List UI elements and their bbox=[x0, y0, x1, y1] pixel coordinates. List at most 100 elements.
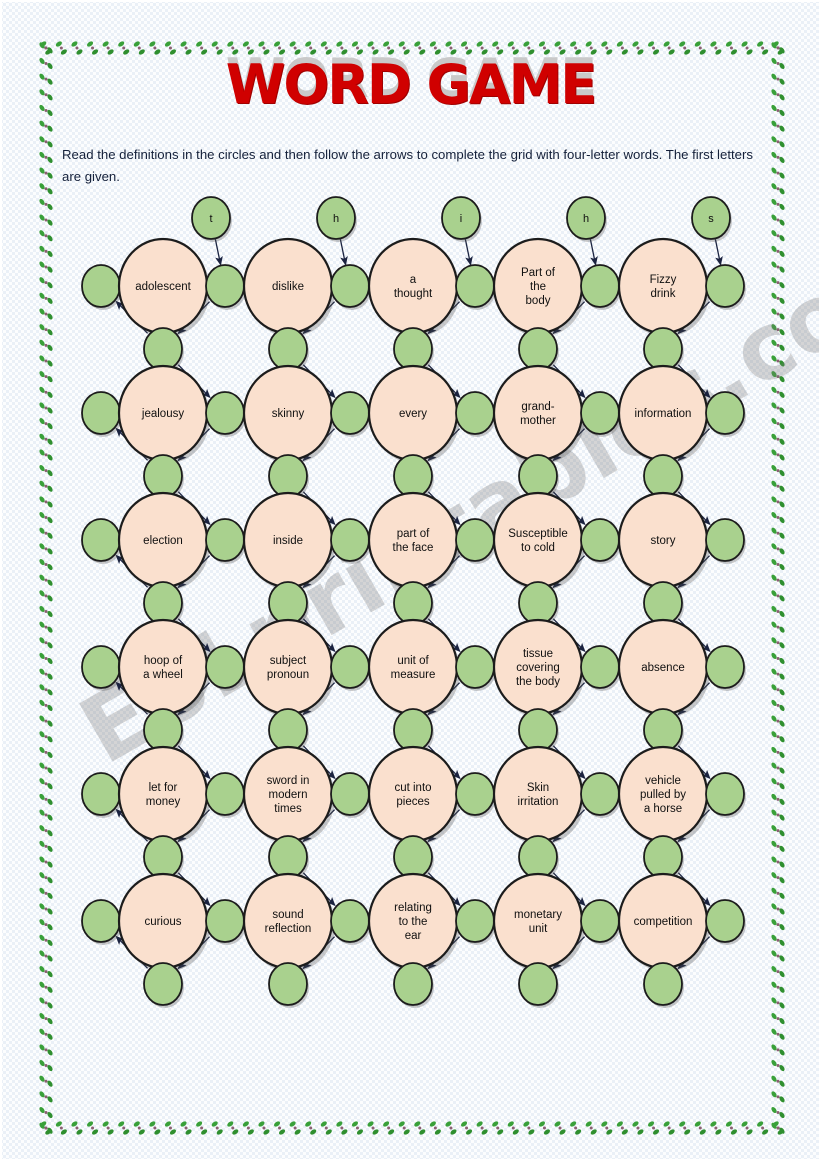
answer-circle-right-r2-c0[interactable] bbox=[205, 518, 246, 564]
definition-line: dislike bbox=[272, 281, 304, 293]
ivy-border-bottom-icon bbox=[38, 1120, 786, 1136]
definition-line: relating bbox=[394, 902, 432, 914]
answer-circle-below-r3-c4[interactable] bbox=[643, 708, 684, 754]
definition-line: Susceptible bbox=[508, 528, 567, 540]
answer-circle-right-r0-c4[interactable] bbox=[705, 264, 746, 310]
definition-line: Part of bbox=[521, 267, 556, 279]
answer-circle-right-r4-c4[interactable] bbox=[705, 772, 746, 818]
answer-circle-below-r2-c0[interactable] bbox=[143, 581, 184, 627]
definition-cell-r1-c2: every bbox=[367, 364, 460, 464]
definition-line: times bbox=[274, 803, 302, 815]
answer-circle-below-r2-c3[interactable] bbox=[518, 581, 559, 627]
answer-circle-below-r1-c1[interactable] bbox=[268, 454, 309, 500]
answer-circle-right-r3-c0[interactable] bbox=[205, 645, 246, 691]
answer-circle-below-r3-c0[interactable] bbox=[143, 708, 184, 754]
answer-circle-below-r0-c1[interactable] bbox=[268, 327, 309, 373]
answer-circle-right-r1-c2[interactable] bbox=[455, 391, 496, 437]
answer-circle-right-r1-c4[interactable] bbox=[705, 391, 746, 437]
answer-circle-right-r5-c3[interactable] bbox=[580, 899, 621, 945]
answer-circle-below-r2-c2[interactable] bbox=[393, 581, 434, 627]
definition-line: election bbox=[143, 535, 183, 547]
definition-cell-r5-c2: relating to the ear bbox=[367, 872, 460, 972]
answer-circle-below-r3-c1[interactable] bbox=[268, 708, 309, 754]
answer-circle-right-r3-c4[interactable] bbox=[705, 645, 746, 691]
answer-circle-below-r5-c2[interactable] bbox=[393, 962, 434, 1008]
answer-circle-right-r4-c3[interactable] bbox=[580, 772, 621, 818]
answer-circle-below-r5-c4[interactable] bbox=[643, 962, 684, 1008]
answer-circle-below-r4-c0[interactable] bbox=[143, 835, 184, 881]
answer-circle-below-r5-c0[interactable] bbox=[143, 962, 184, 1008]
answer-circle-right-r4-c2[interactable] bbox=[455, 772, 496, 818]
answer-circle-below-r0-c0[interactable] bbox=[143, 327, 184, 373]
definition-cell-r5-c0: curious bbox=[117, 872, 210, 972]
definition-cell-r5-c3: monetary unit bbox=[492, 872, 585, 972]
answer-circle-left-row-2[interactable] bbox=[81, 518, 122, 564]
answer-circle-below-r1-c4[interactable] bbox=[643, 454, 684, 500]
answer-circle-right-r5-c4[interactable] bbox=[705, 899, 746, 945]
definition-line: body bbox=[526, 295, 551, 307]
answer-circle-left-row-1[interactable] bbox=[81, 391, 122, 437]
answer-circle-below-r5-c1[interactable] bbox=[268, 962, 309, 1008]
definition-cell-r3-c1: subject pronoun bbox=[242, 618, 335, 718]
answer-circle-right-r1-c1[interactable] bbox=[330, 391, 371, 437]
page-title: WORD GAME WORD GAME bbox=[0, 52, 821, 112]
answer-circle-right-r4-c0[interactable] bbox=[205, 772, 246, 818]
definition-line: story bbox=[651, 535, 676, 547]
definition-line: money bbox=[146, 796, 181, 808]
definition-line: cut into bbox=[394, 782, 431, 794]
answer-circle-right-r0-c2[interactable] bbox=[455, 264, 496, 310]
answer-circle-below-r1-c0[interactable] bbox=[143, 454, 184, 500]
answer-circle-left-row-0[interactable] bbox=[81, 264, 122, 310]
definition-cell-r4-c3: Skin irritation bbox=[492, 745, 585, 845]
answer-circle-below-r1-c2[interactable] bbox=[393, 454, 434, 500]
answer-circle-right-r3-c3[interactable] bbox=[580, 645, 621, 691]
answer-circle-below-r4-c1[interactable] bbox=[268, 835, 309, 881]
answer-circle-right-r2-c4[interactable] bbox=[705, 518, 746, 564]
answer-circle-right-r4-c1[interactable] bbox=[330, 772, 371, 818]
answer-circle-right-r2-c3[interactable] bbox=[580, 518, 621, 564]
answer-circle-below-r4-c3[interactable] bbox=[518, 835, 559, 881]
answer-circle-left-row-5[interactable] bbox=[81, 899, 122, 945]
answer-circle-below-r3-c3[interactable] bbox=[518, 708, 559, 754]
starting-letter-circle-4[interactable]: s bbox=[691, 196, 732, 242]
answer-circle-below-r0-c3[interactable] bbox=[518, 327, 559, 373]
answer-circle-right-r0-c0[interactable] bbox=[205, 264, 246, 310]
answer-circle-right-r5-c2[interactable] bbox=[455, 899, 496, 945]
definition-line: covering bbox=[516, 662, 559, 674]
answer-circle-right-r1-c0[interactable] bbox=[205, 391, 246, 437]
answer-circle-right-r2-c1[interactable] bbox=[330, 518, 371, 564]
letter-value: i bbox=[460, 213, 462, 225]
definition-line: vehicle bbox=[645, 775, 681, 787]
answer-circle-right-r1-c3[interactable] bbox=[580, 391, 621, 437]
starting-letter-circle-2[interactable]: i bbox=[441, 196, 482, 242]
answer-circle-left-row-3[interactable] bbox=[81, 645, 122, 691]
answer-circle-below-r2-c4[interactable] bbox=[643, 581, 684, 627]
answer-circle-right-r5-c1[interactable] bbox=[330, 899, 371, 945]
answer-circle-right-r3-c2[interactable] bbox=[455, 645, 496, 691]
answer-circle-right-r5-c0[interactable] bbox=[205, 899, 246, 945]
starting-letter-circle-3[interactable]: h bbox=[566, 196, 607, 242]
answer-circle-right-r0-c1[interactable] bbox=[330, 264, 371, 310]
definition-line: thought bbox=[394, 288, 433, 300]
instructions-text: Read the definitions in the circles and … bbox=[62, 147, 753, 184]
definition-line: pronoun bbox=[267, 669, 309, 681]
answer-circle-right-r0-c3[interactable] bbox=[580, 264, 621, 310]
answer-circle-left-row-4[interactable] bbox=[81, 772, 122, 818]
definition-line: let for bbox=[149, 782, 178, 794]
ivy-border-left-icon bbox=[38, 40, 54, 1136]
answer-circle-below-r0-c4[interactable] bbox=[643, 327, 684, 373]
starting-letter-circle-0[interactable]: t bbox=[191, 196, 232, 242]
answer-circle-below-r5-c3[interactable] bbox=[518, 962, 559, 1008]
definition-cell-r0-c2: a thought bbox=[367, 237, 460, 337]
definition-cell-r2-c3: Susceptible to cold bbox=[492, 491, 585, 591]
definition-cell-r5-c4: competition bbox=[617, 872, 710, 972]
answer-circle-below-r4-c4[interactable] bbox=[643, 835, 684, 881]
starting-letter-circle-1[interactable]: h bbox=[316, 196, 357, 242]
answer-circle-below-r2-c1[interactable] bbox=[268, 581, 309, 627]
answer-circle-right-r2-c2[interactable] bbox=[455, 518, 496, 564]
letter-value: h bbox=[333, 213, 339, 225]
definition-line: tissue bbox=[523, 648, 553, 660]
definition-line: to the bbox=[399, 916, 428, 928]
answer-circle-right-r3-c1[interactable] bbox=[330, 645, 371, 691]
